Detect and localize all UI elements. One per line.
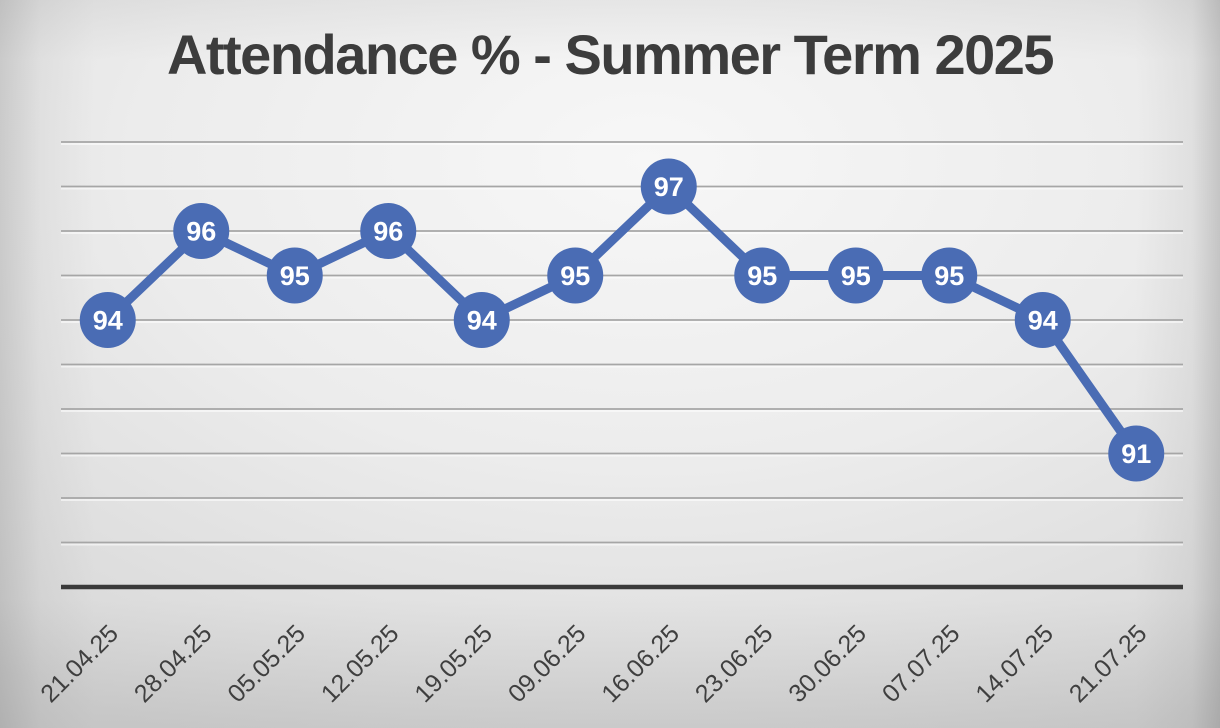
x-axis-tick-label: 30.06.25	[783, 619, 872, 708]
data-point-marker	[827, 247, 884, 304]
data-point-value-label: 95	[934, 261, 964, 291]
data-point-marker	[547, 247, 604, 304]
x-axis-tick-label: 14.07.25	[970, 619, 1059, 708]
data-point-value-label: 96	[186, 217, 216, 247]
data-point-marker	[173, 203, 230, 259]
data-point-value-label: 94	[1028, 306, 1058, 336]
data-point-value-label: 96	[373, 217, 403, 247]
x-axis-tick-label: 28.04.25	[129, 619, 218, 708]
x-axis-tick-label: 12.05.25	[316, 619, 405, 708]
data-point-value-label: 95	[841, 261, 871, 291]
data-point-marker	[79, 292, 136, 348]
data-point-value-label: 95	[560, 261, 590, 291]
data-point-marker	[453, 292, 510, 348]
x-axis-tick-label: 21.04.25	[35, 619, 124, 708]
data-point-value-label: 91	[1121, 439, 1151, 469]
x-axis-tick-label: 21.07.25	[1064, 619, 1153, 708]
chart-title: Attendance % - Summer Term 2025	[166, 23, 1055, 86]
x-axis-tick-label: 23.06.25	[690, 619, 779, 708]
data-point-marker	[640, 158, 697, 215]
data-point-value-label: 95	[280, 261, 310, 291]
data-point-value-label: 94	[467, 306, 497, 336]
data-point-marker	[266, 247, 323, 304]
data-point-value-label: 95	[747, 261, 777, 291]
x-axis-tick-label: 07.07.25	[877, 619, 966, 708]
x-axis-tick-label: 19.05.25	[409, 619, 498, 708]
data-point-marker	[1014, 292, 1071, 348]
x-axis-tick-label: 16.06.25	[596, 619, 685, 708]
data-point-marker	[734, 247, 791, 304]
x-axis-tick-label: 05.05.25	[222, 619, 311, 708]
data-point-marker	[1108, 425, 1165, 482]
data-point-value-label: 97	[654, 172, 684, 202]
x-axis-tick-label: 09.06.25	[503, 619, 592, 708]
data-point-marker	[360, 203, 417, 259]
data-point-marker	[921, 247, 978, 304]
data-point-value-label: 94	[93, 306, 123, 336]
